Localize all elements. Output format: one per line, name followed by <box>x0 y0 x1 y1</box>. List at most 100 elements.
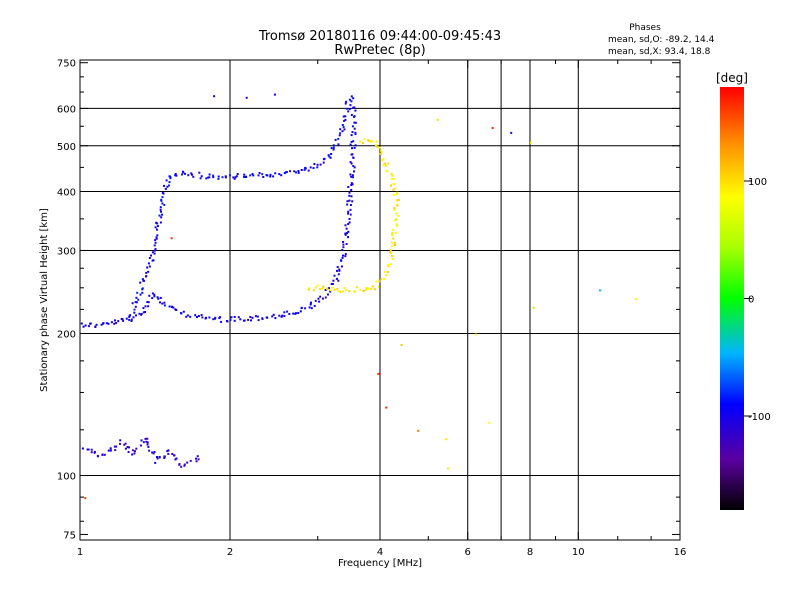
echo-point <box>382 278 385 281</box>
echo-point <box>345 227 348 230</box>
echo-point <box>393 187 396 190</box>
echo-point <box>86 448 89 451</box>
colorbar-tick-label: -100 <box>748 412 771 423</box>
echo-point <box>156 457 159 460</box>
echo-point <box>90 451 93 454</box>
echo-point <box>345 243 348 245</box>
outlier-point <box>213 95 216 98</box>
echo-point <box>151 297 154 300</box>
echo-point <box>392 188 395 191</box>
echo-point <box>95 323 98 326</box>
echo-point <box>184 172 186 175</box>
echo-point <box>359 140 362 143</box>
echo-point <box>374 144 377 146</box>
echo-point <box>348 221 351 224</box>
echo-point <box>390 177 393 180</box>
colorbar-ticks: 100 0 -100 <box>744 177 771 423</box>
echo-point <box>218 317 221 320</box>
echo-point <box>139 293 142 296</box>
echo-point <box>144 311 147 313</box>
echo-point <box>140 312 143 315</box>
echo-point <box>114 449 117 452</box>
outlier-point <box>474 333 477 336</box>
echo-point <box>169 177 172 180</box>
echo-point <box>89 322 92 325</box>
echo-point <box>251 316 254 319</box>
outlier-point <box>436 118 439 121</box>
echo-point <box>353 166 356 169</box>
echo-point <box>382 157 385 160</box>
echo-point <box>113 322 116 325</box>
echo-point <box>393 208 396 211</box>
echo-point <box>147 305 150 308</box>
echo-point <box>300 169 303 171</box>
echo-point <box>341 256 344 259</box>
echo-point <box>142 307 145 310</box>
echo-point <box>344 253 347 256</box>
echo-point <box>163 184 165 187</box>
echo-point <box>308 306 311 309</box>
y-tick-label: 75 <box>63 530 76 541</box>
outlier-point <box>488 421 491 424</box>
echo-point <box>156 225 159 227</box>
echo-point <box>153 295 156 298</box>
echo-point <box>109 447 112 450</box>
echo-point <box>342 246 345 249</box>
echo-point <box>161 196 164 199</box>
echo-point <box>391 174 394 177</box>
echo-point <box>348 199 351 202</box>
echo-point <box>121 318 124 321</box>
echo-point <box>93 451 96 454</box>
echo-point <box>186 461 189 464</box>
echo-point <box>135 447 138 450</box>
echo-point <box>156 296 159 299</box>
echo-point <box>350 184 353 186</box>
echo-point <box>392 228 395 231</box>
echo-point <box>312 289 315 292</box>
echo-point <box>387 162 390 165</box>
echo-point <box>183 463 186 466</box>
echo-point <box>394 219 397 222</box>
echo-point <box>350 114 353 116</box>
echo-point <box>161 191 164 194</box>
echo-point <box>352 97 355 100</box>
echo-point <box>141 278 144 281</box>
echo-point <box>125 317 128 320</box>
echo-point <box>168 305 171 308</box>
outlier-point <box>84 497 87 500</box>
echo-point <box>132 316 135 319</box>
outlier-point <box>491 127 494 129</box>
echo-point <box>364 288 367 291</box>
echo-point <box>327 293 329 296</box>
echo-point <box>351 147 353 150</box>
echo-point <box>257 174 260 177</box>
echo-point <box>138 312 141 315</box>
echo-point <box>350 175 353 178</box>
echo-point <box>82 325 85 328</box>
echo-point <box>234 176 237 179</box>
echo-point <box>330 153 333 155</box>
echo-point <box>348 191 351 194</box>
echo-point <box>183 464 186 467</box>
echo-point <box>224 175 227 178</box>
echo-point <box>379 152 382 155</box>
echo-point <box>208 316 211 319</box>
echo-point <box>161 213 163 216</box>
echo-point <box>142 441 145 444</box>
echo-point <box>124 442 127 445</box>
echo-point <box>280 315 283 318</box>
x-axis-label: Frequency [MHz] <box>338 558 422 569</box>
echo-point <box>390 241 393 244</box>
echo-point <box>174 174 177 177</box>
echo-point <box>396 191 399 194</box>
echo-point <box>386 170 389 173</box>
echo-point <box>133 308 136 311</box>
echo-point <box>105 322 108 325</box>
echo-point <box>354 121 357 124</box>
echo-point <box>127 451 130 453</box>
echo-point <box>319 163 322 166</box>
echo-point <box>171 306 174 308</box>
echo-point <box>330 289 333 292</box>
echo-point <box>151 251 154 254</box>
echo-point <box>103 453 106 456</box>
